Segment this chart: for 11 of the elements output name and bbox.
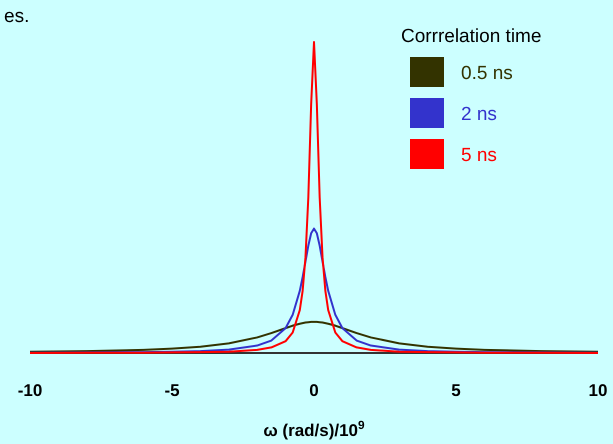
text: es.: [4, 6, 30, 27]
x-axis-title: ω (rad/s)/10$^{9}$: [263, 418, 366, 440]
x-tick-label: -5: [164, 381, 180, 400]
legend-label: 0.5 ns: [461, 63, 513, 84]
legend-label: 2 ns: [461, 104, 497, 125]
x-tick-label: 5: [451, 381, 461, 400]
x-tick-label: -10: [18, 381, 42, 400]
x-tick-label: 10: [588, 381, 608, 400]
x-tick-label: 0: [309, 381, 319, 400]
legend-title: Corrrelation time: [401, 26, 542, 47]
legend-label: 5 ns: [461, 145, 497, 166]
